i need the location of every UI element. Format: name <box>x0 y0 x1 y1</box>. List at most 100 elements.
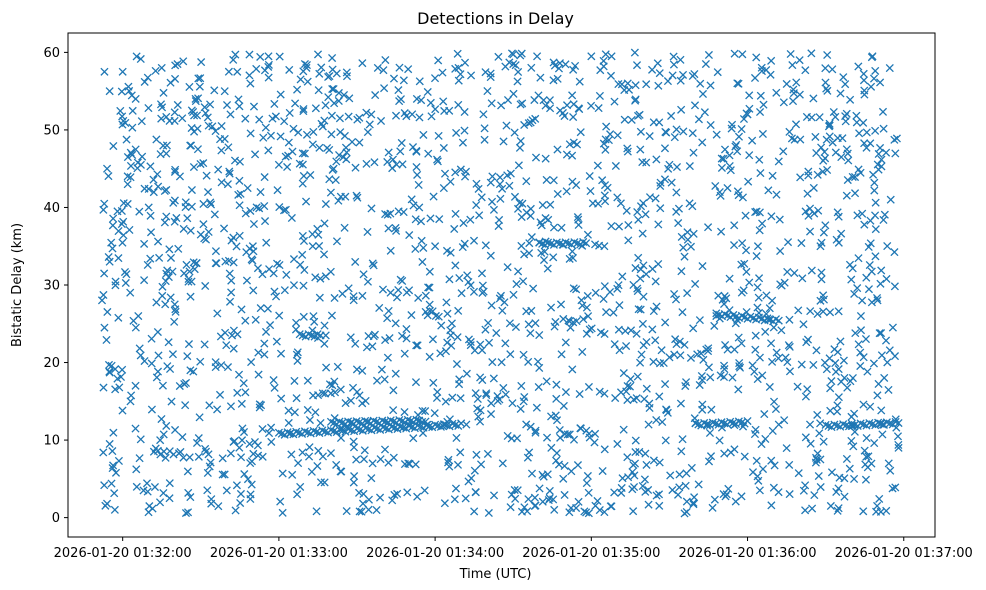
data-point-marker <box>795 56 804 65</box>
data-point-marker <box>701 59 710 69</box>
data-point-marker <box>767 501 776 510</box>
data-point-marker <box>186 141 195 150</box>
data-point-marker <box>170 116 179 125</box>
data-point-marker <box>396 275 405 284</box>
data-point-marker <box>575 389 584 399</box>
data-point-marker <box>738 422 748 431</box>
data-point-marker <box>233 67 242 76</box>
data-point-marker <box>636 305 645 314</box>
data-point-marker <box>864 452 873 461</box>
data-point-marker <box>225 297 235 306</box>
data-point-marker <box>164 338 173 347</box>
data-point-marker <box>118 67 127 76</box>
data-point-marker <box>694 115 703 124</box>
data-point-marker <box>195 413 204 422</box>
data-point-marker <box>234 190 243 199</box>
data-point-marker <box>791 120 801 129</box>
data-point-marker <box>487 399 496 408</box>
data-point-marker <box>126 288 135 297</box>
data-point-marker <box>146 162 155 171</box>
data-point-marker <box>140 276 149 285</box>
data-point-marker <box>359 270 368 279</box>
data-point-marker <box>443 309 452 318</box>
data-point-marker <box>711 181 720 191</box>
data-point-marker <box>695 380 704 390</box>
chart-title: Detections in Delay <box>417 9 574 28</box>
data-point-marker <box>750 367 759 376</box>
data-point-marker <box>445 462 454 471</box>
data-point-marker <box>383 210 392 219</box>
data-point-marker <box>299 171 308 181</box>
data-point-marker <box>156 436 165 445</box>
data-point-marker <box>600 329 609 339</box>
data-point-marker <box>723 345 732 354</box>
data-point-marker <box>678 70 688 79</box>
data-point-marker <box>638 481 647 491</box>
data-point-marker <box>181 508 191 518</box>
data-point-marker <box>261 327 271 336</box>
data-point-marker <box>483 449 492 458</box>
data-point-marker <box>679 127 688 136</box>
data-point-marker <box>316 418 325 428</box>
data-point-marker <box>631 81 640 90</box>
data-point-marker <box>152 135 161 144</box>
data-point-marker <box>502 121 511 130</box>
data-point-marker <box>578 347 587 356</box>
data-point-marker <box>780 416 789 425</box>
data-point-marker <box>734 333 743 342</box>
data-point-marker <box>486 410 496 419</box>
data-point-marker <box>678 308 687 317</box>
data-point-marker <box>182 260 191 269</box>
data-point-marker <box>117 206 126 216</box>
data-point-marker <box>293 490 302 499</box>
data-point-marker <box>284 418 293 428</box>
data-point-marker <box>362 108 371 117</box>
data-point-marker <box>294 128 303 137</box>
data-point-marker <box>381 55 390 65</box>
data-point-marker <box>249 220 258 229</box>
data-point-marker <box>320 219 329 228</box>
data-point-marker <box>582 479 591 488</box>
data-point-marker <box>574 497 583 506</box>
data-point-marker <box>850 189 860 198</box>
data-point-marker <box>861 475 870 484</box>
data-point-marker <box>613 131 622 140</box>
data-point-marker <box>104 360 114 370</box>
data-point-marker <box>706 373 715 382</box>
x-tick-label: 2026-01-20 01:35:00 <box>522 546 660 561</box>
data-point-marker <box>264 52 273 61</box>
data-point-marker <box>183 467 192 476</box>
data-point-marker <box>411 215 420 224</box>
data-point-marker <box>535 331 544 340</box>
data-point-marker <box>170 425 180 435</box>
data-point-marker <box>235 231 244 240</box>
data-point-marker <box>258 270 267 279</box>
data-point-marker <box>675 470 684 479</box>
data-point-marker <box>363 277 372 286</box>
data-point-marker <box>375 493 385 502</box>
data-point-marker <box>204 227 213 236</box>
data-point-marker <box>392 226 401 235</box>
data-point-marker <box>162 421 171 430</box>
data-point-marker <box>777 326 786 335</box>
data-point-marker <box>871 198 880 207</box>
data-point-marker <box>884 385 893 394</box>
data-point-marker <box>755 226 764 235</box>
data-point-marker <box>752 53 761 62</box>
data-point-marker <box>497 358 506 367</box>
data-point-marker <box>532 403 541 412</box>
data-point-marker <box>531 428 540 437</box>
data-point-marker <box>235 201 244 210</box>
data-point-marker <box>533 52 542 61</box>
data-point-marker <box>377 365 386 374</box>
data-point-marker <box>893 432 903 441</box>
data-point-marker <box>250 437 259 447</box>
data-point-marker <box>248 256 257 265</box>
data-point-marker <box>559 314 568 324</box>
data-point-marker <box>441 347 451 356</box>
data-point-marker <box>425 306 434 315</box>
data-point-marker <box>568 253 578 263</box>
data-point-marker <box>690 101 700 110</box>
data-point-marker <box>379 66 388 75</box>
data-point-marker <box>189 162 198 172</box>
